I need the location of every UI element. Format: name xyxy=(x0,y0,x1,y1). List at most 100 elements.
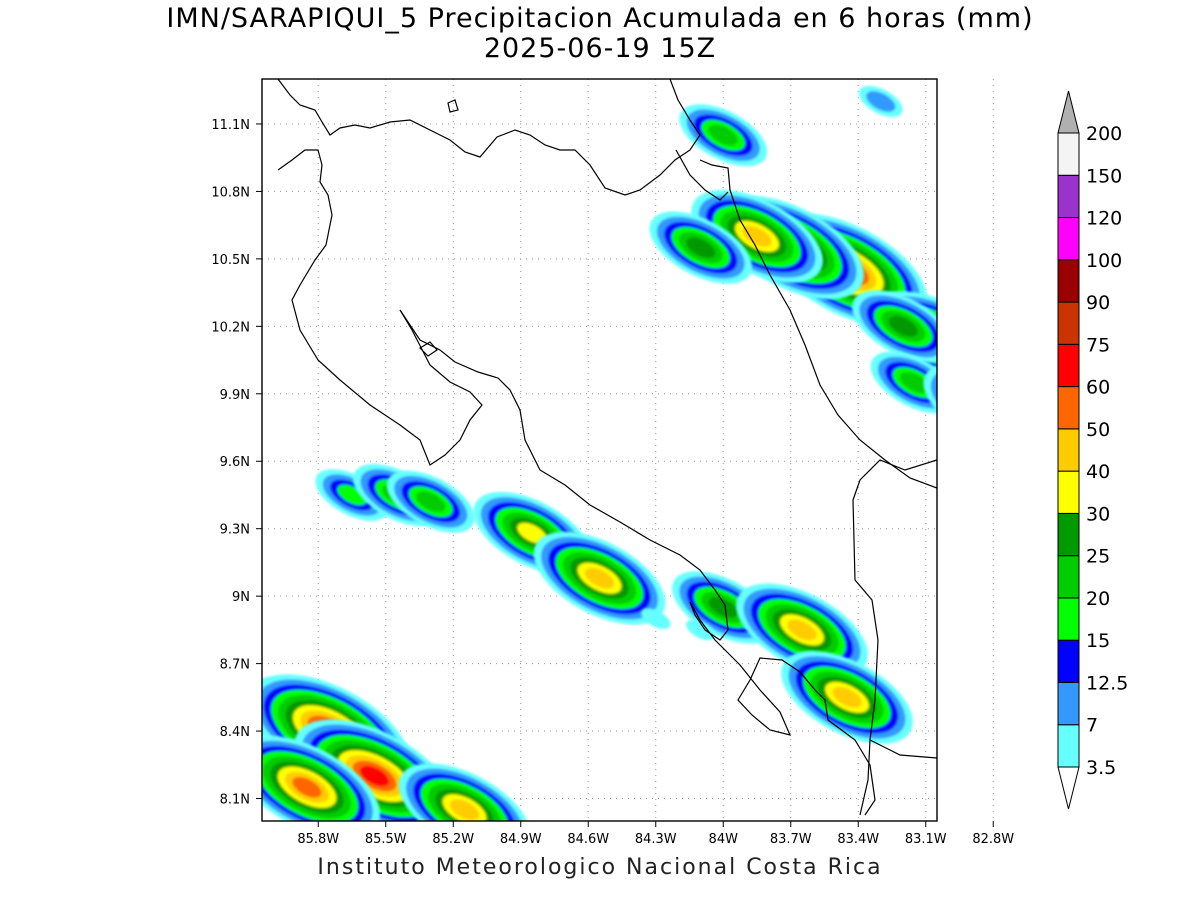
precip-cell xyxy=(398,763,531,821)
precip-contour xyxy=(955,383,1009,427)
san-juan-river xyxy=(675,149,729,201)
precip-cell xyxy=(858,86,903,117)
precip-contour xyxy=(964,390,1000,419)
colorbar-label: 40 xyxy=(1086,461,1110,483)
precip-contour xyxy=(708,597,738,618)
colorbar-label: 30 xyxy=(1086,503,1110,525)
precip-contour xyxy=(928,361,1035,448)
precip-cell xyxy=(315,469,389,521)
lat-tick-label: 9.3N xyxy=(220,523,250,538)
map-datetime: 2025-06-19 15Z xyxy=(483,33,717,64)
lon-tick-label: 85.2W xyxy=(432,832,474,847)
precip-contour xyxy=(888,316,918,337)
coast-south-east xyxy=(869,739,937,759)
colorbar-segment xyxy=(1057,639,1080,683)
precip-contour xyxy=(832,687,862,708)
colorbar-segment xyxy=(1057,597,1080,641)
plot-area: 85.8W 85.5W 85.2W 84.9W 84.6W 84.3W 84W 83.7W 83… xyxy=(211,78,1094,847)
colorbar-segment xyxy=(1057,724,1080,768)
colorbar-segment xyxy=(1057,259,1080,303)
colorbar-segment xyxy=(1057,512,1080,557)
precip-contour xyxy=(708,124,738,146)
precip-contour xyxy=(742,226,772,247)
colorbar-label: 75 xyxy=(1086,334,1110,356)
precip-contour xyxy=(1005,402,1094,475)
plot-frame xyxy=(261,78,938,822)
lat-tick-label: 8.1N xyxy=(220,793,250,808)
precip-contour xyxy=(584,567,615,589)
precip-contour xyxy=(989,394,1043,438)
lat-tick-label: 10.8N xyxy=(211,185,250,200)
precipitation-layer xyxy=(262,86,1094,821)
lat-tick-label: 11.1N xyxy=(211,118,250,133)
lat-tick-label: 10.2N xyxy=(211,320,250,335)
precip-cell xyxy=(852,290,937,363)
caribbean-coast xyxy=(699,159,937,489)
colorbar-segment xyxy=(1057,343,1080,388)
lon-tick-label: 82.8W xyxy=(972,832,1014,847)
lon-tick-label: 85.5W xyxy=(365,832,407,847)
inland-lake xyxy=(419,341,438,357)
precip-contour xyxy=(416,491,446,513)
colorbar-label: 15 xyxy=(1086,630,1110,652)
precip-contour xyxy=(866,91,896,112)
map-title: IMN/SARAPIQUI_5 Precipitacion Acumulada … xyxy=(166,3,1034,34)
nicoya-gulf-coast xyxy=(399,309,729,641)
precip-contour xyxy=(946,376,1018,434)
precip-contour xyxy=(449,799,480,821)
lat-tick-label: 10.5N xyxy=(211,253,250,268)
colorbar-label: 3.5 xyxy=(1086,757,1116,779)
colorbar-segment xyxy=(1057,681,1080,726)
precip-contour xyxy=(937,369,1026,442)
island xyxy=(447,99,459,113)
colorbar-label: 60 xyxy=(1086,377,1110,399)
precip-contour xyxy=(962,373,1069,460)
colorbar-label: 20 xyxy=(1086,588,1110,610)
colorbar-segment xyxy=(1057,217,1080,261)
colorbar-segment xyxy=(1057,174,1080,219)
precip-contour xyxy=(517,522,547,544)
lat-tick-label: 8.4N xyxy=(220,725,250,740)
colorbar-segment xyxy=(1057,301,1080,345)
lat-tick-label: 8.7N xyxy=(220,658,250,673)
latitude-axis: 8.1N 8.4N 8.7N 9N 9.3N 9.6N 9.9N 10.2N 10.5N 10.8… xyxy=(211,118,262,808)
precip-contour xyxy=(971,380,1060,453)
precip-cell xyxy=(691,189,823,283)
precip-contour xyxy=(359,765,390,787)
lon-tick-label: 83.1W xyxy=(905,832,947,847)
lon-tick-label: 83.4W xyxy=(837,832,879,847)
precipitation-shading xyxy=(262,86,1094,821)
colorbar-segment xyxy=(1057,132,1080,176)
precip-contour xyxy=(930,368,937,442)
lat-tick-label: 9.6N xyxy=(220,455,250,470)
osa-peninsula xyxy=(689,601,876,816)
lon-tick-label: 84.3W xyxy=(635,832,677,847)
colorbar-label: 150 xyxy=(1086,165,1122,187)
precip-contour xyxy=(641,608,671,629)
lat-tick-label: 9N xyxy=(232,590,250,605)
precip-cell xyxy=(262,735,381,821)
precip-contour xyxy=(686,619,716,641)
colorbar: 3.5 7 12.5 15 20 25 30 40 50 60 75 90 100 120 150 200 xyxy=(1057,90,1128,810)
precip-contour xyxy=(787,619,817,641)
pacific-coast-north xyxy=(277,149,483,466)
colorbar-label: 7 xyxy=(1086,715,1098,737)
precip-contour xyxy=(998,402,1034,431)
colorbar-segment xyxy=(1057,386,1080,430)
colorbar-label: 90 xyxy=(1086,292,1110,314)
precip-contour xyxy=(292,776,322,798)
precip-cell xyxy=(649,211,752,284)
lat-tick-label: 9.9N xyxy=(220,388,250,403)
nicaragua-lake-shore xyxy=(277,79,701,196)
coastline-layer xyxy=(277,79,937,816)
lon-tick-label: 84.6W xyxy=(567,832,609,847)
colorbar-segment xyxy=(1057,470,1080,514)
colorbar-upper-cap xyxy=(1057,90,1080,134)
colorbar-label: 200 xyxy=(1086,123,1122,145)
lon-tick-label: 85.8W xyxy=(297,832,339,847)
precip-cell xyxy=(641,608,671,629)
precip-cell xyxy=(533,531,666,625)
colorbar-segment xyxy=(1057,428,1080,472)
precip-contour xyxy=(686,237,716,258)
